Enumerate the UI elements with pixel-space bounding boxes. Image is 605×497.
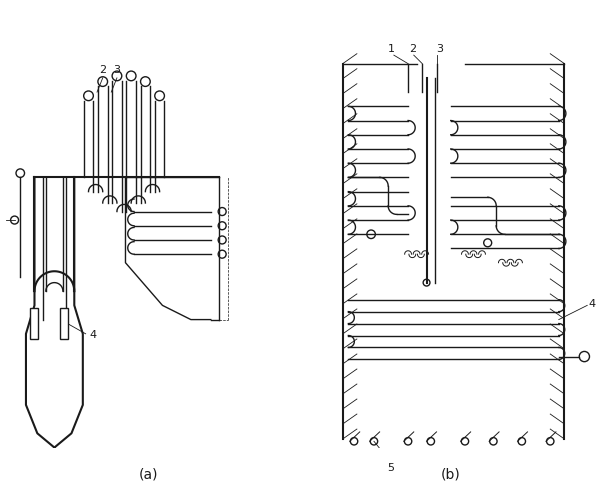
Text: 1: 1 — [388, 44, 394, 54]
Text: 4: 4 — [589, 299, 596, 309]
Text: 1: 1 — [0, 215, 1, 225]
Text: (a): (a) — [139, 468, 158, 482]
Text: 3: 3 — [114, 65, 120, 75]
Text: 2: 2 — [409, 44, 416, 54]
Text: 4: 4 — [90, 330, 97, 340]
Text: 5: 5 — [388, 463, 394, 473]
Text: 3: 3 — [436, 44, 443, 54]
Text: (b): (b) — [441, 468, 460, 482]
Bar — [60, 308, 68, 339]
Text: 2: 2 — [99, 65, 106, 75]
Bar — [30, 308, 38, 339]
